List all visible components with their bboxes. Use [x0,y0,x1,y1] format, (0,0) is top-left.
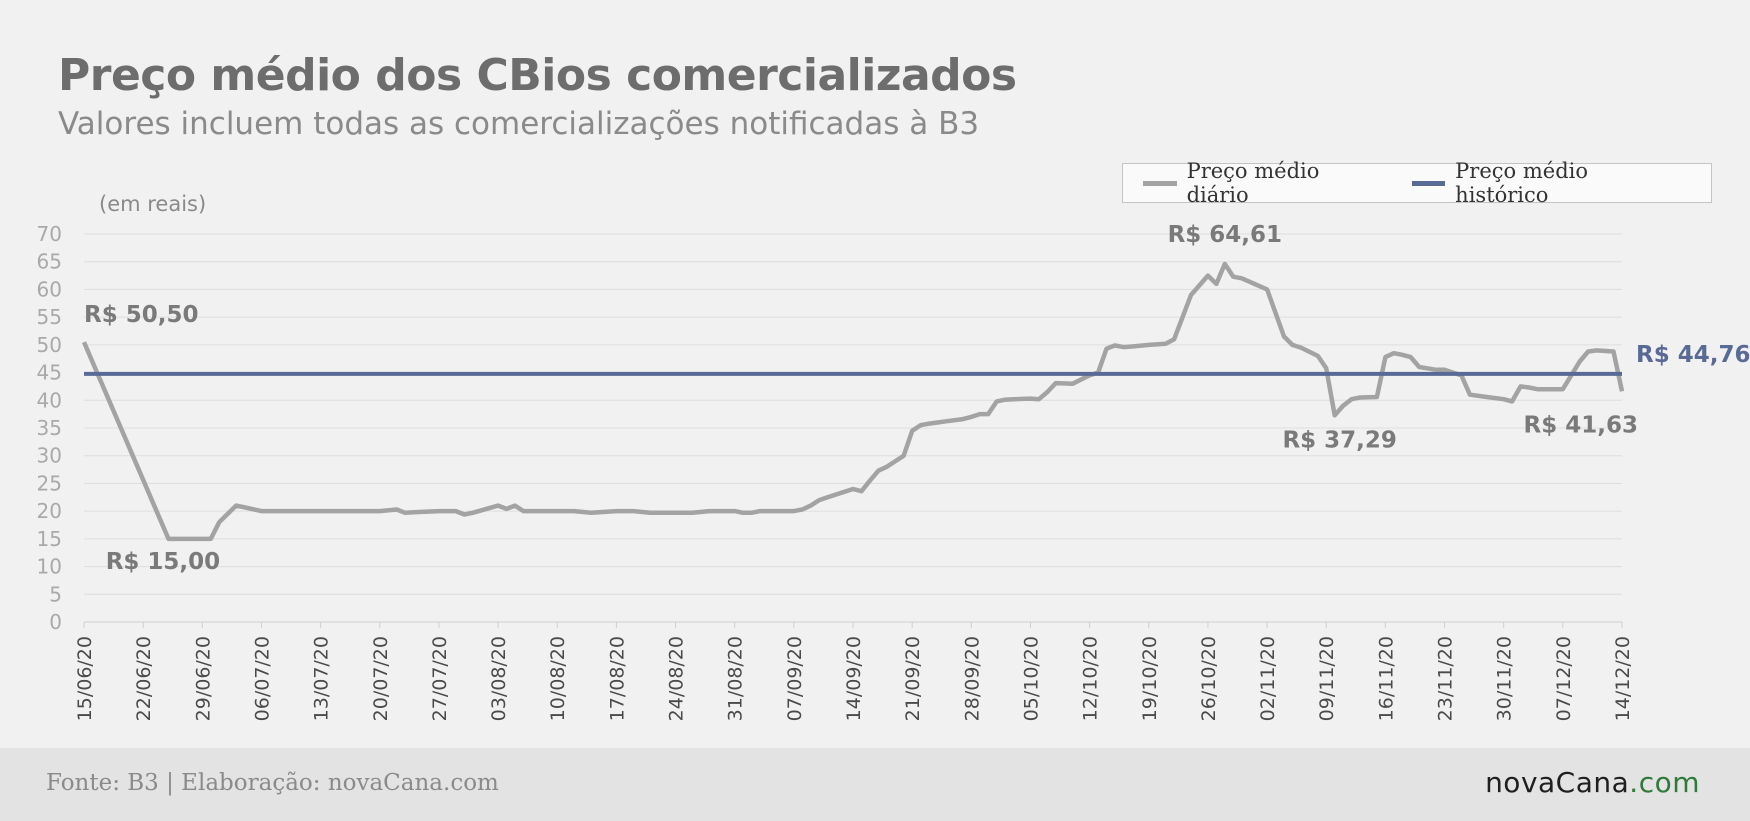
y-tick-label: 10 [37,555,62,579]
x-tick-label: 16/11/20 [1375,636,1397,721]
line-chart: 0 5 10 15 20 25 30 35 40 45 50 55 60 65 70 15/06/20 22/0… [37,222,1750,721]
footer: Fonte: B3 | Elaboração: novaCana.com nov… [0,748,1750,821]
x-tick-label: 10/08/20 [547,636,569,721]
x-tick-label: 19/10/20 [1139,636,1161,721]
y-tick-label: 20 [37,499,62,523]
y-tick-label: 55 [37,305,62,329]
source-note: Fonte: B3 | Elaboração: novaCana.com [46,770,499,796]
x-tick-label: 26/10/20 [1198,636,1220,721]
x-tick-label: 22/06/20 [133,636,155,721]
x-tick-label: 31/08/20 [725,636,747,721]
y-tick-label: 25 [37,471,62,495]
y-tick-label: 35 [37,416,62,440]
y-tick-label: 15 [37,527,62,551]
label-november-low: R$ 37,29 [1282,427,1396,453]
x-tick-label: 14/09/20 [843,636,865,721]
x-tick-label: 21/09/20 [902,636,924,721]
x-tick-label: 29/06/20 [192,636,214,721]
daily-price-line [81,261,1625,542]
legend-swatch-historical [1411,180,1446,186]
x-tick-label: 09/11/20 [1316,636,1338,721]
x-tick-label: 14/12/20 [1612,636,1634,721]
x-tick-label: 05/10/20 [1020,636,1042,721]
label-final-price: R$ 41,63 [1524,412,1638,438]
y-tick-label: 0 [49,610,62,634]
y-tick-label: 65 [37,250,62,274]
label-min-price: R$ 15,00 [106,549,220,575]
logo-tld: com [1638,766,1700,799]
y-unit-label: (em reais) [99,192,207,216]
x-tick-label: 24/08/20 [666,636,688,721]
y-tick-label: 40 [37,388,62,412]
x-tick-label: 17/08/20 [606,636,628,721]
legend-item-daily: Preço médio diário [1143,159,1386,207]
chart-legend: Preço médio diário Preço médio histórico [1122,159,1712,207]
chart-title: Preço médio dos CBios comercializados [58,50,1017,101]
legend-label-historical: Preço médio histórico [1455,159,1588,207]
legend-item-historical: Preço médio histórico [1411,159,1685,207]
label-max-price: R$ 64,61 [1168,222,1282,248]
x-tick-label: 07/09/20 [784,636,806,721]
x-tick-label: 06/07/20 [251,636,273,721]
legend-label-daily: Preço médio diário [1186,159,1320,207]
novacana-logo: novaCana.com [1485,766,1700,799]
logo-main: novaCana [1485,766,1630,799]
label-historical-average: R$ 44,76 [1636,342,1750,368]
chart-subtitle: Valores incluem todas as comercializaçõe… [58,106,980,142]
x-tick-label: 20/07/20 [370,636,392,721]
x-tick-label: 13/07/20 [311,636,333,721]
y-tick-label: 5 [49,582,62,606]
y-tick-label: 30 [37,444,62,468]
label-start-price: R$ 50,50 [84,302,198,328]
y-tick-label: 70 [37,222,62,246]
logo-dot: . [1629,766,1639,799]
x-tick-label: 27/07/20 [429,636,451,721]
x-tick-label: 28/09/20 [961,636,983,721]
x-tick-label: 03/08/20 [488,636,510,721]
y-tick-label: 45 [37,361,62,385]
legend-swatch-daily [1143,180,1177,186]
x-tick-label: 02/11/20 [1257,636,1279,721]
x-tick-label: 12/10/20 [1080,636,1102,721]
x-tick-label: 23/11/20 [1435,636,1457,721]
y-tick-label: 50 [37,333,62,357]
x-tick-label: 30/11/20 [1494,636,1516,721]
x-tick-label: 15/06/20 [74,636,96,721]
y-tick-label: 60 [37,277,62,301]
x-tick-label: 07/12/20 [1553,636,1575,721]
